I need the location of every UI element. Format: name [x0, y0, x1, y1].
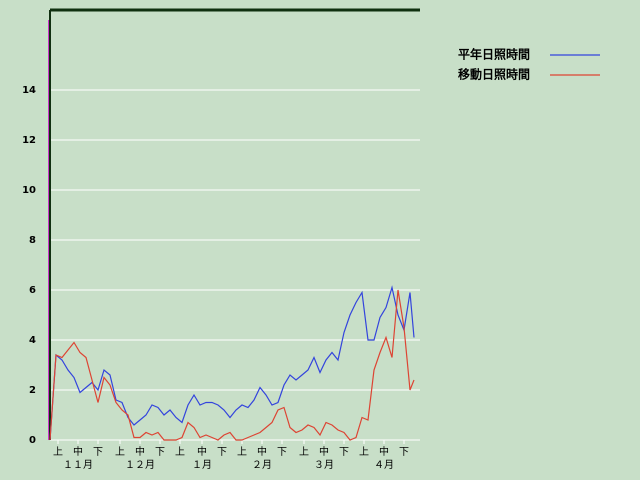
month-label: ４月 — [374, 459, 394, 471]
series-line — [49, 285, 415, 441]
y-tick-label: 12 — [22, 135, 36, 146]
x-tick-label: 中 — [379, 445, 389, 458]
x-tick-label: 下 — [277, 447, 287, 458]
x-tick-label: 中 — [319, 445, 329, 458]
x-tick-label: 上 — [299, 446, 309, 458]
x-tick-label: 中 — [135, 445, 145, 458]
x-tick-label: 上 — [237, 446, 247, 458]
x-tick-label: 上 — [53, 446, 63, 458]
x-tick-label: 下 — [155, 447, 165, 458]
series-line — [49, 289, 415, 441]
x-tick-label: 下 — [339, 447, 349, 458]
x-tick-label: 中 — [197, 445, 207, 458]
y-tick-label: 0 — [29, 435, 36, 446]
month-label: １月 — [192, 459, 212, 471]
month-label: ３月 — [314, 459, 334, 471]
x-tick-label: 上 — [115, 446, 125, 458]
x-tick-label: 下 — [399, 447, 409, 458]
x-tick-label: 下 — [217, 447, 227, 458]
month-label: ２月 — [252, 459, 272, 471]
y-tick-label: 2 — [29, 385, 36, 396]
y-tick-label: 4 — [29, 335, 36, 346]
y-tick-label: 8 — [29, 235, 36, 246]
legend-label: 移動日照時間 — [458, 67, 530, 82]
x-tick-label: 上 — [175, 446, 185, 458]
legend-label: 平年日照時間 — [458, 47, 530, 62]
x-tick-label: 上 — [359, 446, 369, 458]
month-label: １２月 — [125, 459, 155, 471]
y-tick-label: 14 — [22, 85, 36, 96]
x-tick-label: 中 — [73, 445, 83, 458]
x-tick-label: 下 — [93, 447, 103, 458]
y-tick-label: 10 — [22, 185, 36, 196]
month-label: １１月 — [63, 459, 93, 471]
x-tick-label: 中 — [257, 445, 267, 458]
y-tick-label: 6 — [29, 285, 36, 296]
